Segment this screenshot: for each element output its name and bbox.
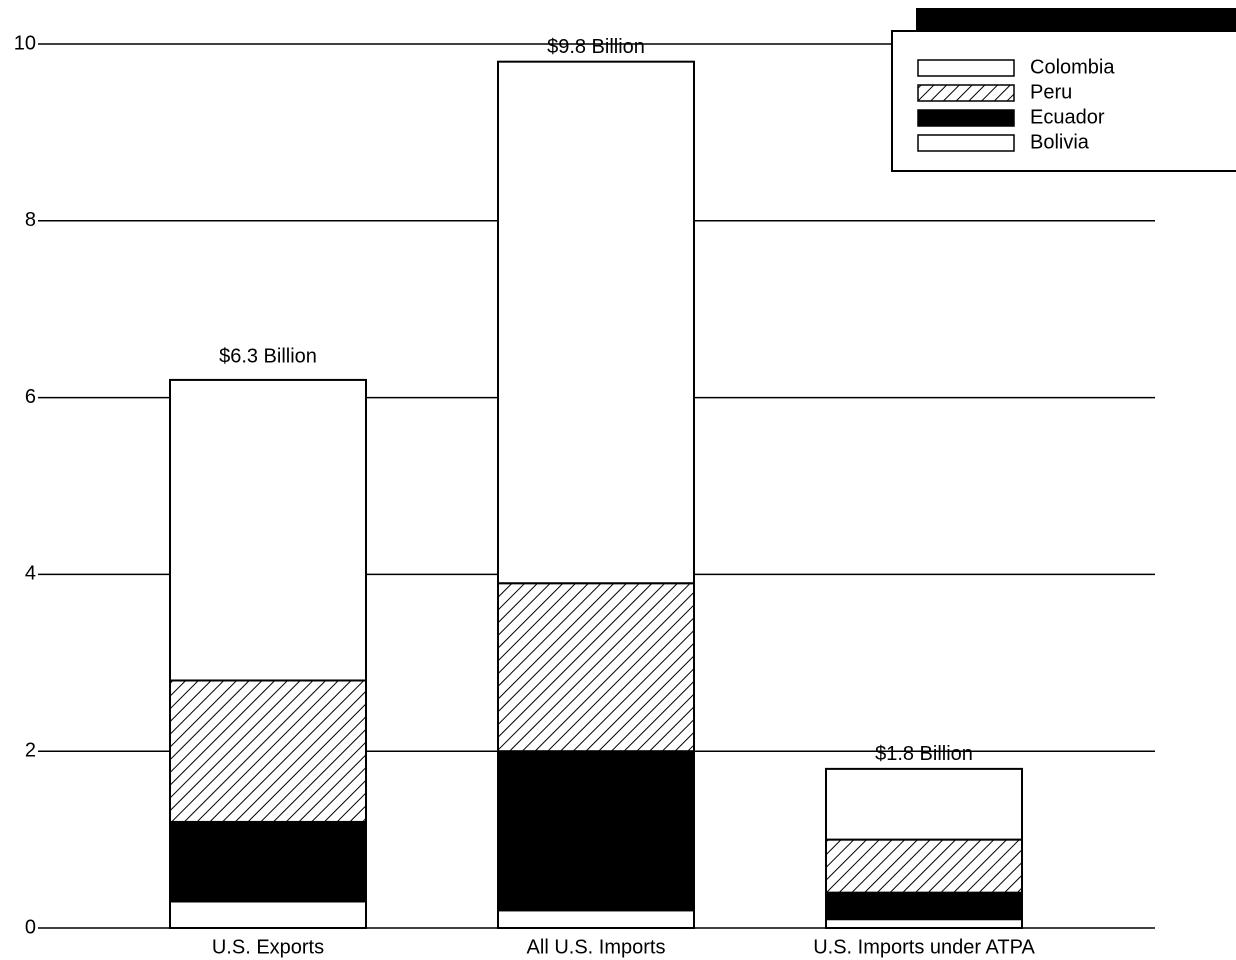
total-label: $6.3 Billion [219, 345, 317, 367]
bars: $6.3 Billion U.S. Exports $9.8 Billion All … [169, 36, 1035, 958]
bar-segment [169, 900, 367, 929]
total-label: $9.8 Billion [547, 36, 645, 58]
legend-swatch [917, 59, 1015, 77]
bar-segment [825, 838, 1023, 894]
bar-segment [169, 820, 367, 903]
y-tick-label: 4 [25, 563, 36, 585]
legend: Bolivia Ecuador Peru Colombia [917, 56, 1115, 153]
y-tick-label: 2 [25, 739, 36, 761]
bar-segment [497, 750, 695, 912]
legend-label: Peru [1030, 81, 1072, 103]
legend-label: Ecuador [1030, 106, 1105, 128]
bar-segment [169, 378, 367, 682]
bar-segment [497, 909, 695, 930]
bar-segment [825, 891, 1023, 921]
legend-label: Colombia [1030, 56, 1115, 78]
x-tick-label: U.S. Imports under ATPA [813, 936, 1035, 958]
legend-swatch [917, 84, 1015, 102]
x-tick-label: U.S. Exports [212, 936, 324, 958]
y-tick-label: 8 [25, 209, 36, 231]
bar-segment [497, 582, 695, 753]
y-tick-label: 6 [25, 386, 36, 408]
legend-swatch [917, 134, 1015, 152]
y-tick-label: 0 [25, 916, 36, 938]
total-label: $1.8 Billion [875, 743, 973, 765]
bar-segment [497, 60, 695, 585]
bar-segment [825, 918, 1023, 929]
legend-swatch [917, 109, 1015, 127]
legend-label: Bolivia [1030, 131, 1090, 153]
x-tick-label: All U.S. Imports [527, 936, 666, 958]
bar-segment [169, 679, 367, 823]
y-tick-label: 10 [14, 32, 36, 54]
legend-header-bar [916, 8, 1236, 34]
bar-segment [825, 767, 1023, 841]
